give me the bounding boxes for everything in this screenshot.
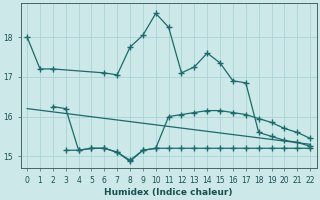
X-axis label: Humidex (Indice chaleur): Humidex (Indice chaleur) [104, 188, 233, 197]
